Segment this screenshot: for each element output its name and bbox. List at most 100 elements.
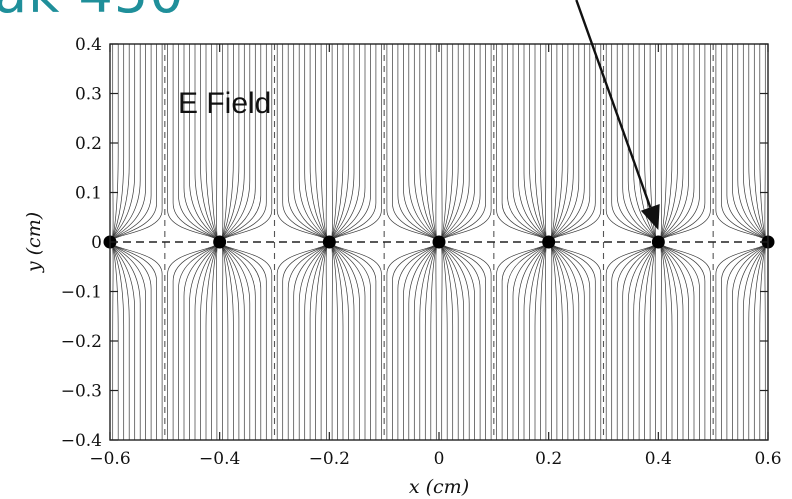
field-line [221,244,240,440]
field-line [293,44,327,240]
field-line [221,44,245,240]
field-line [551,44,585,240]
field-line [112,244,146,440]
field-line [660,44,695,240]
field-line [333,44,382,240]
field-line [221,244,224,440]
field-line [616,44,656,240]
field-line [662,244,711,440]
field-line [726,44,765,240]
y-tick-label: −0.2 [61,332,102,352]
field-line [660,244,695,440]
y-tick-label: −0.3 [61,382,102,402]
field-line [392,44,436,240]
x-tick-label: 0.6 [754,449,781,469]
field-line [659,44,673,240]
wire [542,235,556,249]
field-line [545,244,548,440]
field-line [282,44,326,240]
field-line [551,244,585,440]
field-line [386,244,436,440]
x-tick-label: −0.2 [309,449,350,469]
field-line [442,44,486,240]
field-line [386,44,436,240]
field-line [512,44,547,240]
field-line [223,44,273,240]
field-line [552,244,602,440]
field-line [654,244,657,440]
field-line [440,44,443,240]
wire [432,235,446,249]
field-line [442,44,492,240]
field-line [403,44,437,240]
field-line [332,244,371,440]
field-line [332,44,377,240]
field-line [183,44,218,240]
field-line [550,244,553,440]
field-line [276,244,326,440]
field-line [111,244,130,440]
field-line [216,44,219,240]
field-line [551,44,591,240]
y-tick-label: 0.3 [75,85,102,105]
field-line [216,244,219,440]
pointer-arrow [575,0,660,230]
field-line [222,244,262,440]
field-line [605,244,655,440]
field-line [507,44,546,240]
field-line [172,244,217,440]
y-tick-label: 0.4 [75,35,102,55]
field-line [330,244,333,440]
field-line [222,44,256,240]
field-line [221,44,240,240]
field-line [330,244,344,440]
field-line [442,244,481,440]
e-field-label: E Field [178,87,271,120]
x-axis-label: x (cm) [409,476,469,498]
field-line [512,244,547,440]
field-line [442,244,486,440]
field-line [622,44,656,240]
wires [103,235,775,249]
field-line [222,244,256,440]
field-line [742,244,767,440]
field-line [753,44,767,240]
arrow-head [640,204,660,230]
field-line [276,44,326,240]
field-line [325,244,328,440]
y-tick-label: 0.1 [75,184,102,204]
field-line [205,44,219,240]
field-line [221,244,245,440]
field-line [223,244,273,440]
field-line [748,44,767,240]
field-line [659,244,678,440]
field-line [721,44,765,240]
field-line [753,244,767,440]
field-line [534,44,548,240]
field-line [112,44,146,240]
field-line [659,44,678,240]
field-line [496,244,545,440]
y-tick-label: 0 [91,233,102,253]
field-line [616,244,656,440]
wire [213,235,227,249]
field-line [715,44,765,240]
field-line [764,244,767,440]
field-line [397,244,436,440]
y-tick-label: 0.2 [75,134,102,154]
field-line [200,244,219,440]
y-axis-label: y (cm) [23,212,45,273]
field-line [659,44,662,240]
field-line [748,244,767,440]
field-line [550,244,569,440]
field-line [534,244,548,440]
field-line [113,44,157,240]
field-line [331,244,366,440]
field-line [392,244,436,440]
field-line [550,44,574,240]
field-line [111,44,130,240]
field-line [172,44,217,240]
field-line [659,244,673,440]
field-line [550,244,574,440]
field-line [397,44,436,240]
